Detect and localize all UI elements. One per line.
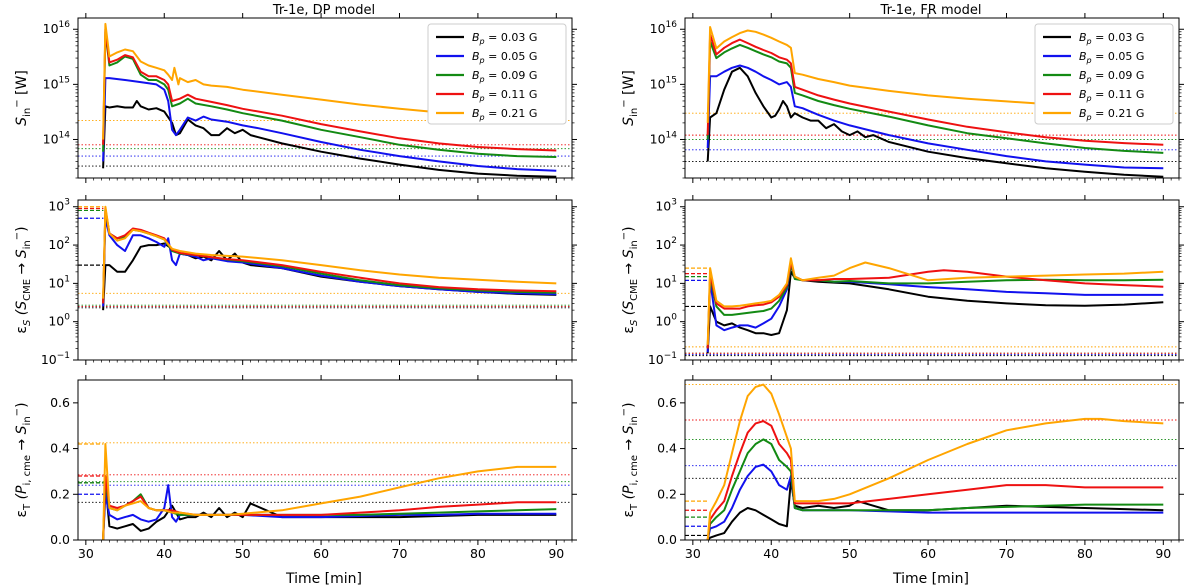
x-tick-label: 30 bbox=[685, 546, 701, 561]
legend-entry: Bp = 0.11 G bbox=[1079, 88, 1144, 103]
series-line-fr_eps_t-1 bbox=[706, 463, 1164, 540]
left-x-axis-label: Time [min] bbox=[285, 571, 362, 587]
axes-frame-fr_eps_t bbox=[684, 379, 1180, 541]
axes-frame-dp_eps_t bbox=[77, 379, 573, 541]
series-line-dp_eps_t-0 bbox=[102, 481, 557, 540]
y-tick-label: 10−1 bbox=[41, 351, 70, 367]
legend-entry: Bp = 0.09 G bbox=[472, 69, 537, 84]
y-tick-label: 101 bbox=[655, 274, 677, 290]
x-tick-label: 30 bbox=[78, 546, 94, 561]
legend-entry: Bp = 0.03 G bbox=[472, 31, 537, 46]
series-line-fr_sin-0 bbox=[706, 66, 1164, 178]
y-tick-label: 1015 bbox=[43, 75, 70, 91]
y-tick-label: 0.4 bbox=[50, 441, 70, 456]
y-tick-label: 0.0 bbox=[50, 532, 70, 547]
y-tick-label: 1016 bbox=[650, 20, 678, 36]
y-tick-label: 103 bbox=[655, 198, 677, 214]
legend-entry: Bp = 0.05 G bbox=[472, 50, 537, 65]
x-tick-label: 50 bbox=[842, 546, 858, 561]
x-tick-label: 50 bbox=[235, 546, 251, 561]
y-tick-label: 100 bbox=[48, 313, 70, 329]
y-tick-label: 102 bbox=[655, 236, 677, 252]
panel-fr_sin: 1014 1015 1016 Sin− [W] Bp = 0.03 G Bp = 0.05… bbox=[619, 13, 1184, 183]
panel-fr_eps_t: 30 40 50 60 70 80 90 0.0 0.2 0.4 0.6 εT (Pi, cme → … bbox=[619, 375, 1184, 561]
legend: Bp = 0.03 G Bp = 0.05 G Bp = 0.09 G Bp = 0.… bbox=[1034, 23, 1174, 125]
x-tick-label: 90 bbox=[1155, 546, 1171, 561]
y-tick-label: 0.2 bbox=[50, 486, 70, 501]
legend: Bp = 0.03 G Bp = 0.05 G Bp = 0.09 G Bp = 0.… bbox=[427, 23, 567, 125]
legend-box bbox=[1034, 23, 1174, 125]
x-tick-label: 40 bbox=[156, 546, 172, 561]
y-axis-label: εS (SCME → Sin−) bbox=[12, 226, 33, 333]
y-axis-label: εS (SCME → Sin−) bbox=[619, 226, 640, 333]
series-line-fr_sin-4 bbox=[706, 26, 1164, 123]
y-tick-label: 0.4 bbox=[657, 441, 677, 456]
series-line-fr_eps_s-1 bbox=[706, 264, 1164, 353]
axes-frame-dp_eps_s bbox=[77, 199, 573, 361]
y-axis-label: Sin− [W] bbox=[619, 70, 640, 126]
y-tick-label: 0.2 bbox=[657, 486, 677, 501]
series-line-fr_sin-3 bbox=[706, 33, 1164, 146]
series-line-fr_sin-1 bbox=[706, 64, 1164, 170]
x-tick-label: 40 bbox=[763, 546, 779, 561]
series-line-dp_eps_t-4 bbox=[102, 443, 557, 540]
y-tick-label: 1016 bbox=[43, 20, 71, 36]
y-axis-label: Sin− [W] bbox=[12, 70, 33, 126]
panels: 1014 1015 1016 Sin− [W] Bp = 0.03 G Bp = 0.05… bbox=[12, 13, 1184, 561]
x-tick-label: 70 bbox=[392, 546, 408, 561]
series-line-dp_eps_s-3 bbox=[102, 207, 557, 304]
x-tick-label: 90 bbox=[548, 546, 564, 561]
axes-frame-dp_sin bbox=[77, 17, 573, 179]
left-column-title: Tr-1e, DP model bbox=[272, 3, 375, 18]
y-tick-label: 103 bbox=[48, 198, 70, 214]
y-tick-label: 1015 bbox=[650, 75, 677, 91]
right-column-title: Tr-1e, FR model bbox=[880, 3, 982, 18]
y-axis-label: εT (Pi, cme → Sin−) bbox=[619, 402, 640, 517]
series-line-fr_eps_s-4 bbox=[706, 257, 1164, 345]
y-tick-label: 102 bbox=[48, 236, 70, 252]
series-line-dp_sin-4 bbox=[102, 22, 557, 140]
legend-entry: Bp = 0.03 G bbox=[1079, 31, 1144, 46]
series-line-fr_eps_t-4 bbox=[706, 383, 1164, 540]
series-line-fr_eps_s-2 bbox=[706, 264, 1164, 349]
series-line-fr_eps_t-2 bbox=[706, 438, 1164, 540]
axes-frame-fr_sin bbox=[684, 17, 1180, 179]
x-tick-label: 70 bbox=[999, 546, 1015, 561]
panel-dp_sin: 1014 1015 1016 Sin− [W] Bp = 0.03 G Bp = 0.05… bbox=[12, 13, 577, 183]
x-tick-label: 80 bbox=[1077, 546, 1093, 561]
legend-entry: Bp = 0.21 G bbox=[472, 107, 537, 122]
series-line-dp_eps_s-1 bbox=[102, 217, 557, 307]
legend-entry: Bp = 0.21 G bbox=[1079, 107, 1144, 122]
y-axis-label: εT (Pi, cme → Sin−) bbox=[12, 402, 33, 517]
panel-dp_eps_s: 10−1 100 101 102 103 εS (SCME → Sin−) bbox=[12, 195, 577, 367]
panel-dp_eps_t: 30 40 50 60 70 80 90 0.0 0.2 0.4 0.6 εT (Pi, cme → … bbox=[12, 375, 577, 561]
y-tick-label: 100 bbox=[655, 313, 677, 329]
legend-entry: Bp = 0.11 G bbox=[472, 88, 537, 103]
y-tick-label: 101 bbox=[48, 274, 70, 290]
series-line-dp_sin-2 bbox=[102, 30, 557, 158]
y-tick-label: 1014 bbox=[43, 130, 71, 146]
legend-entry: Bp = 0.05 G bbox=[1079, 50, 1144, 65]
panel-fr_eps_s: 10−1 100 101 102 103 εS (SCME → Sin−) bbox=[619, 195, 1184, 367]
axes-frame-fr_eps_s bbox=[684, 199, 1180, 361]
legend-box bbox=[427, 23, 567, 125]
series-line-dp_sin-1 bbox=[102, 77, 557, 172]
y-tick-label: 0.6 bbox=[50, 395, 70, 410]
y-tick-label: 10−1 bbox=[648, 351, 677, 367]
y-tick-label: 1014 bbox=[650, 130, 678, 146]
y-tick-label: 0.0 bbox=[657, 532, 677, 547]
right-x-axis-label: Time [min] bbox=[892, 571, 969, 587]
legend-entry: Bp = 0.09 G bbox=[1079, 69, 1144, 84]
x-tick-label: 80 bbox=[470, 546, 486, 561]
y-tick-label: 0.6 bbox=[657, 395, 677, 410]
x-tick-label: 60 bbox=[920, 546, 936, 561]
series-line-dp_sin-3 bbox=[102, 28, 557, 152]
series-line-dp_eps_s-4 bbox=[102, 205, 557, 299]
x-tick-label: 60 bbox=[313, 546, 329, 561]
series-line-dp_sin-0 bbox=[102, 100, 557, 178]
